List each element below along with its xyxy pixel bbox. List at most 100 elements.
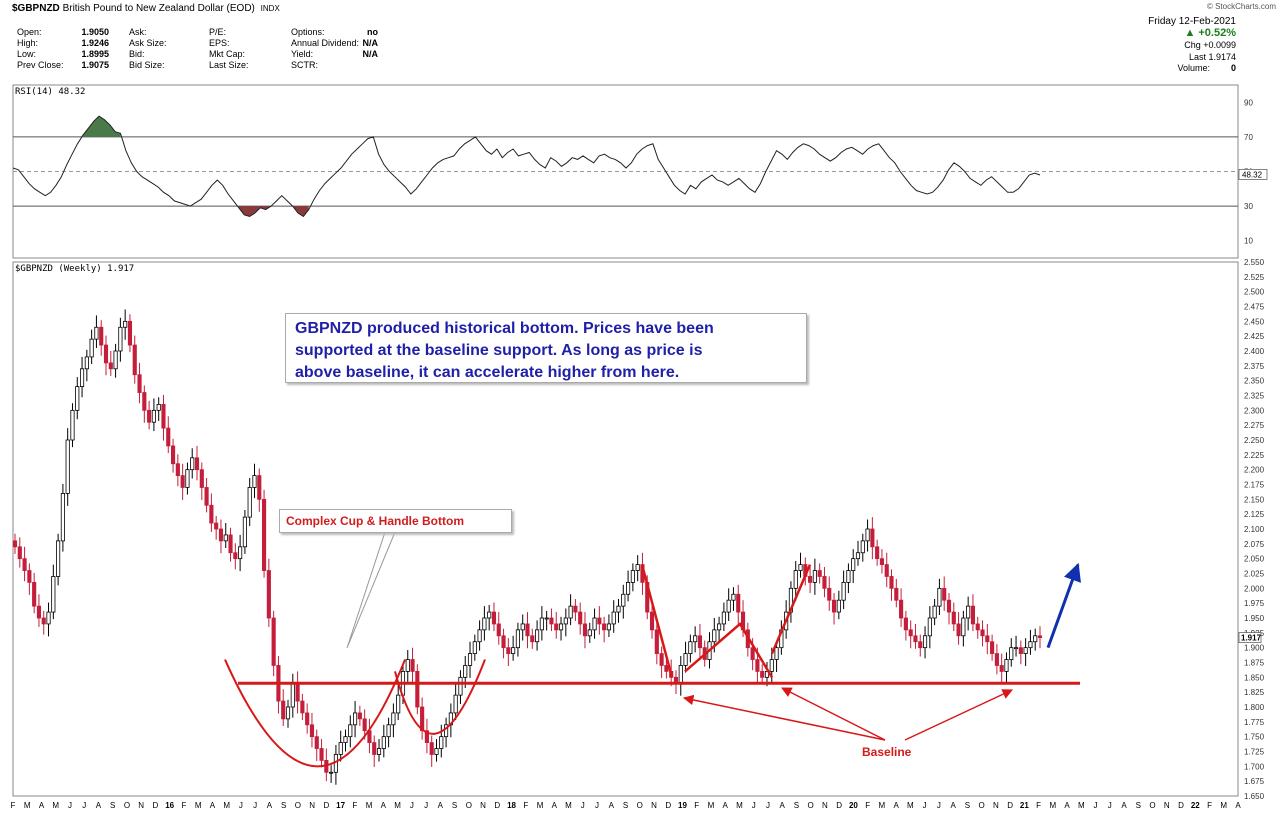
candle: [597, 606, 602, 635]
price-y-tick: 2.275: [1244, 421, 1265, 430]
candle-body: [966, 605, 971, 619]
candle-body: [271, 617, 276, 666]
candle-body: [1037, 635, 1043, 638]
candle: [218, 519, 224, 554]
x-axis-tick: F: [694, 801, 699, 810]
x-axis-tick: F: [523, 801, 528, 810]
candle-body: [343, 736, 348, 744]
x-axis-tick: S: [281, 801, 286, 810]
candle-body: [391, 712, 396, 726]
quote-label: EPS:: [209, 38, 230, 48]
quote-label: Bid:: [129, 49, 145, 59]
candle-body: [257, 475, 262, 500]
candle: [199, 462, 204, 500]
quote-label: Annual Dividend:: [291, 38, 360, 48]
candle: [381, 724, 386, 758]
candle: [22, 546, 27, 582]
price-y-tick: 2.150: [1244, 495, 1265, 504]
candle: [611, 600, 616, 633]
candle-body: [56, 540, 61, 577]
x-axis-tick: D: [153, 801, 159, 810]
candle-body: [611, 611, 616, 625]
x-axis-tick: O: [295, 801, 301, 810]
candle-body: [209, 504, 214, 524]
candle: [530, 628, 535, 649]
candle-body: [726, 599, 731, 613]
x-axis-tick: O: [808, 801, 814, 810]
candle: [65, 428, 70, 506]
symbol-name: British Pound to New Zealand Dollar (EOD…: [62, 3, 255, 14]
candle: [1023, 638, 1028, 667]
x-axis-tick: J: [82, 801, 86, 810]
stockcharts-logo: © StockCharts.com: [1206, 2, 1276, 11]
candle-body: [1018, 647, 1023, 655]
candle: [223, 523, 228, 548]
x-axis-tick: M: [907, 801, 914, 810]
x-axis-tick: M: [223, 801, 230, 810]
candle-body: [453, 694, 458, 714]
candle-body: [123, 320, 128, 328]
quote-value: 1.9050: [81, 27, 109, 37]
candle-body: [812, 570, 817, 583]
candle-body: [520, 623, 525, 631]
candle: [170, 438, 176, 473]
x-axis-tick: J: [1094, 801, 1098, 810]
candle: [180, 463, 185, 500]
x-axis-tick: M: [708, 801, 715, 810]
candle: [103, 335, 109, 376]
price-y-tick: 2.250: [1244, 436, 1265, 445]
x-axis-tick: N: [822, 801, 828, 810]
candle: [975, 616, 980, 639]
rsi-line: [12, 115, 1041, 218]
candle: [592, 608, 597, 639]
x-axis-tick: J: [595, 801, 599, 810]
candle: [846, 563, 851, 594]
candle-body: [506, 647, 511, 655]
quote-value: N/A: [362, 38, 379, 48]
quote-value: 1.9075: [81, 60, 109, 70]
candle: [142, 385, 147, 423]
candle: [822, 566, 827, 598]
x-axis-tick: J: [752, 801, 756, 810]
rsi-title: RSI(14) 48.32: [15, 87, 85, 97]
candle-body: [511, 647, 516, 655]
x-axis-tick: S: [794, 801, 799, 810]
candle-body: [84, 356, 89, 370]
candle: [506, 638, 511, 667]
baseline-arrow: [682, 694, 886, 741]
x-axis-tick: D: [836, 801, 842, 810]
candle: [242, 510, 247, 554]
candle: [659, 646, 664, 678]
candle-body: [654, 629, 659, 654]
candle: [544, 610, 549, 631]
candle-body: [127, 320, 133, 346]
candle-body: [376, 748, 382, 755]
candle: [568, 594, 573, 626]
candle: [467, 641, 473, 678]
candle-body: [932, 605, 937, 619]
candle-body: [994, 653, 999, 666]
candle: [386, 717, 391, 748]
candle: [261, 489, 267, 578]
candle-body: [247, 487, 252, 518]
candle: [151, 398, 156, 432]
candle-body: [1033, 635, 1038, 643]
candle-body: [36, 605, 42, 619]
candle: [391, 703, 396, 738]
candle-body: [233, 552, 238, 560]
candle-body: [132, 344, 137, 376]
handle-curve: [394, 659, 486, 735]
x-axis-tick: O: [466, 801, 472, 810]
volume-value: 0: [1230, 63, 1236, 73]
candle-body: [712, 629, 717, 643]
candle-body: [884, 564, 889, 577]
pattern-line: [684, 622, 774, 678]
price-current-value-box: [1238, 632, 1262, 643]
candle-body: [372, 742, 377, 755]
price-y-tick: 2.075: [1244, 540, 1265, 549]
candle-body: [717, 623, 722, 631]
x-axis-tick: M: [1049, 801, 1056, 810]
x-axis-tick: J: [239, 801, 243, 810]
candle-body: [166, 427, 171, 447]
x-axis-tick: S: [965, 801, 970, 810]
